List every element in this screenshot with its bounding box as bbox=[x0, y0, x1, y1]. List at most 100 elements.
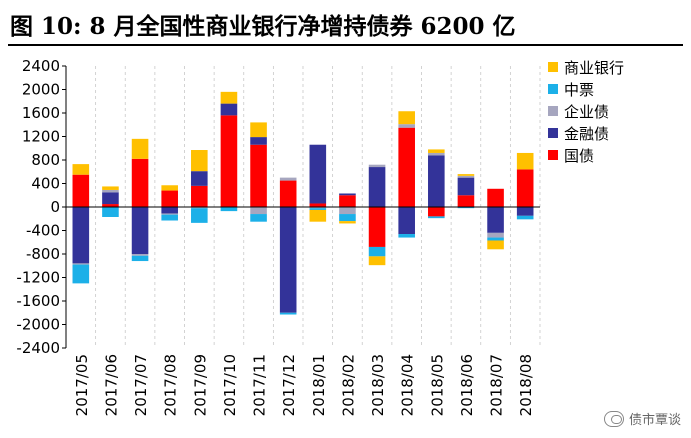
bar-segment bbox=[72, 164, 90, 175]
legend-label: 商业银行 bbox=[564, 58, 625, 77]
bar-segment bbox=[250, 207, 267, 215]
legend-label: 中票 bbox=[564, 80, 595, 99]
x-tick-label: 2018/07 bbox=[488, 354, 506, 416]
bar-segment bbox=[102, 186, 119, 190]
bar-segment bbox=[487, 240, 504, 250]
bar-segment bbox=[457, 207, 475, 209]
x-tick-label: 2017/07 bbox=[132, 354, 150, 416]
bar-segment bbox=[339, 214, 356, 222]
y-tick-label: -400 bbox=[26, 222, 60, 240]
bar-segment bbox=[428, 152, 445, 156]
y-tick-label: -2000 bbox=[16, 316, 60, 334]
legend-swatch bbox=[548, 150, 558, 160]
bar-segment bbox=[457, 174, 475, 176]
bar-segment bbox=[487, 237, 504, 241]
chart-legend: 商业银行中票 企业债金融债 国债 bbox=[548, 56, 624, 166]
y-tick-label: -2400 bbox=[16, 339, 60, 357]
bar-segment bbox=[191, 171, 208, 186]
bar-segment bbox=[368, 167, 386, 207]
bar-segment bbox=[457, 177, 475, 196]
bar-segment bbox=[102, 207, 119, 217]
bar-segment bbox=[309, 208, 327, 210]
bar-segment bbox=[191, 207, 208, 209]
bar-segment bbox=[368, 207, 386, 247]
y-tick-label: -1600 bbox=[16, 292, 60, 310]
bar-segment bbox=[131, 207, 149, 254]
y-tick-label: -800 bbox=[26, 245, 60, 263]
bar-segment bbox=[279, 312, 297, 315]
y-tick-label: 1200 bbox=[22, 128, 60, 146]
x-tick-label: 2017/12 bbox=[280, 354, 298, 416]
bar-segment bbox=[279, 180, 297, 207]
bar-segment bbox=[131, 158, 149, 207]
bar-segment bbox=[398, 234, 415, 238]
bar-segment bbox=[457, 175, 475, 178]
bar-segment bbox=[516, 169, 534, 207]
bar-segment bbox=[161, 213, 178, 215]
x-tick-label: 2018/02 bbox=[339, 354, 357, 416]
x-tick-label: 2017/05 bbox=[73, 354, 91, 416]
bar-segment bbox=[72, 264, 90, 284]
bar-segment bbox=[368, 164, 386, 168]
bar-segment bbox=[339, 207, 356, 215]
bar-segment bbox=[161, 214, 178, 221]
bar-segment bbox=[516, 152, 534, 170]
bar-segment bbox=[398, 124, 415, 128]
x-tick-label: 2018/04 bbox=[399, 354, 417, 416]
legend-item: 国债 bbox=[548, 144, 624, 166]
bar-segment bbox=[279, 177, 297, 181]
legend-item: 商业银行 bbox=[548, 56, 624, 78]
bar-segment bbox=[250, 144, 267, 207]
bar-segment bbox=[161, 207, 178, 214]
legend-swatch bbox=[548, 62, 558, 72]
x-tick-label: 2018/01 bbox=[310, 354, 328, 416]
bar-segment bbox=[250, 137, 267, 145]
wechat-icon bbox=[603, 410, 624, 427]
bar-segment bbox=[368, 246, 386, 257]
bar-segment bbox=[398, 207, 415, 235]
legend-item: 企业债 bbox=[548, 100, 624, 122]
legend-label: 金融债 bbox=[564, 124, 610, 143]
x-tick-label: 2017/08 bbox=[162, 354, 180, 416]
bar-segment bbox=[250, 214, 267, 222]
bar-segment bbox=[250, 122, 267, 138]
y-tick-label: -1200 bbox=[16, 269, 60, 287]
bar-segment bbox=[191, 185, 208, 207]
bar-segment bbox=[428, 155, 445, 207]
bar-segment bbox=[457, 195, 475, 207]
bar-segment bbox=[516, 215, 534, 220]
bar-segment bbox=[309, 203, 327, 207]
bar-segment bbox=[102, 192, 119, 205]
x-tick-label: 2018/06 bbox=[458, 354, 476, 416]
bar-segment bbox=[191, 150, 208, 172]
bar-segment bbox=[279, 207, 297, 313]
x-tick-label: 2017/06 bbox=[102, 354, 120, 416]
bar-segment bbox=[368, 256, 386, 266]
bar-segment bbox=[102, 204, 119, 207]
bar-segment bbox=[516, 207, 534, 216]
bar-segment bbox=[487, 188, 504, 207]
bar-segment bbox=[309, 144, 327, 204]
legend-swatch bbox=[548, 84, 558, 94]
y-tick-label: 400 bbox=[31, 175, 60, 193]
x-tick-label: 2017/10 bbox=[221, 354, 239, 416]
x-tick-label: 2018/03 bbox=[369, 354, 387, 416]
bar-segment bbox=[102, 189, 119, 193]
legend-item: 中票 bbox=[548, 78, 624, 100]
x-tick-label: 2017/09 bbox=[191, 354, 209, 416]
y-tick-label: 1600 bbox=[22, 104, 60, 122]
bar-segment bbox=[487, 207, 504, 233]
bar-segment bbox=[161, 185, 178, 191]
bar-segment bbox=[191, 208, 208, 223]
bar-segment bbox=[72, 207, 90, 264]
bar-segment bbox=[161, 190, 178, 207]
y-tick-label: 2000 bbox=[22, 81, 60, 99]
y-tick-label: 2400 bbox=[22, 57, 60, 75]
bar-segment bbox=[398, 127, 415, 207]
bar-segment bbox=[220, 115, 238, 207]
x-tick-label: 2018/05 bbox=[428, 354, 446, 416]
bar-segment bbox=[487, 232, 504, 238]
bar-segment bbox=[339, 195, 356, 207]
bar-segment bbox=[428, 149, 445, 153]
